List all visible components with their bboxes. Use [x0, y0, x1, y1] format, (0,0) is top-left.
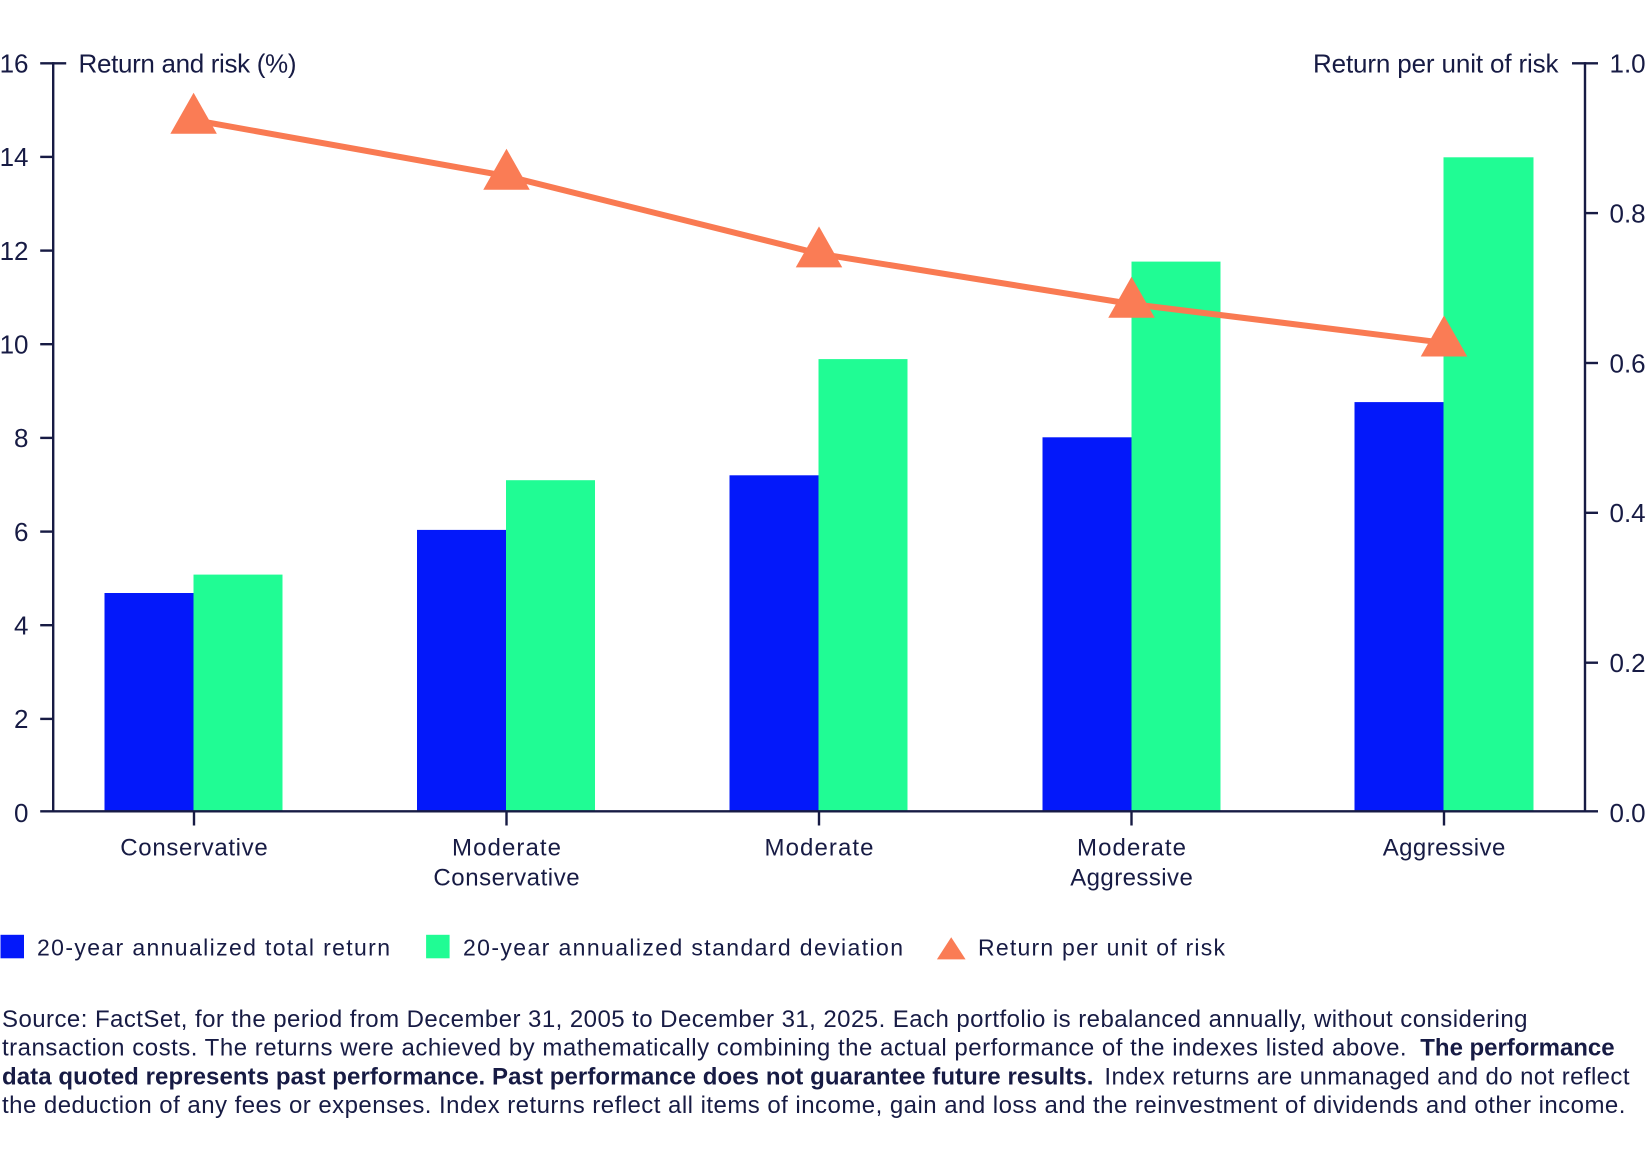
svg-text:14: 14 [0, 142, 29, 172]
svg-text:Aggressive: Aggressive [1383, 835, 1506, 862]
svg-text:Conservative: Conservative [120, 835, 267, 862]
svg-text:0.8: 0.8 [1610, 199, 1646, 229]
svg-text:4: 4 [14, 611, 28, 641]
svg-text:Return per unit of risk: Return per unit of risk [978, 935, 1226, 961]
svg-text:20-year annualized standard de: 20-year annualized standard deviation [463, 935, 903, 961]
svg-text:2: 2 [14, 704, 28, 734]
svg-text:data quoted represents past pe: data quoted represents past performance.… [2, 1063, 1093, 1090]
svg-text:transaction costs. The returns: transaction costs. The returns were achi… [2, 1035, 1407, 1062]
svg-text:Index returns are unmanaged an: Index returns are unmanaged and do not r… [1104, 1063, 1629, 1090]
svg-text:0.2: 0.2 [1610, 648, 1646, 678]
svg-text:Return and risk (%): Return and risk (%) [79, 49, 297, 79]
svg-text:8: 8 [14, 423, 28, 453]
svg-text:Moderate: Moderate [765, 835, 874, 862]
svg-text:16: 16 [0, 49, 29, 79]
svg-text:1.0: 1.0 [1610, 49, 1646, 79]
svg-text:0: 0 [14, 798, 28, 828]
svg-text:20-year annualized total retur: 20-year annualized total return [37, 935, 390, 961]
svg-text:6: 6 [14, 517, 28, 547]
svg-text:Source: FactSet, for the perio: Source: FactSet, for the period from Dec… [2, 1006, 1528, 1033]
svg-text:Moderate: Moderate [452, 835, 561, 862]
svg-text:10: 10 [0, 330, 29, 360]
svg-text:The performance: The performance [1420, 1035, 1614, 1062]
svg-text:the deduction of any fees or e: the deduction of any fees or expenses. I… [2, 1092, 1625, 1119]
svg-text:0.0: 0.0 [1610, 798, 1646, 828]
svg-text:Moderate: Moderate [1077, 835, 1186, 862]
svg-text:0.6: 0.6 [1610, 348, 1646, 378]
svg-text:Conservative: Conservative [433, 865, 579, 892]
svg-text:12: 12 [0, 236, 29, 266]
svg-text:Aggressive: Aggressive [1070, 865, 1193, 892]
svg-text:0.4: 0.4 [1610, 498, 1646, 528]
svg-text:Return per unit of risk: Return per unit of risk [1313, 49, 1560, 79]
